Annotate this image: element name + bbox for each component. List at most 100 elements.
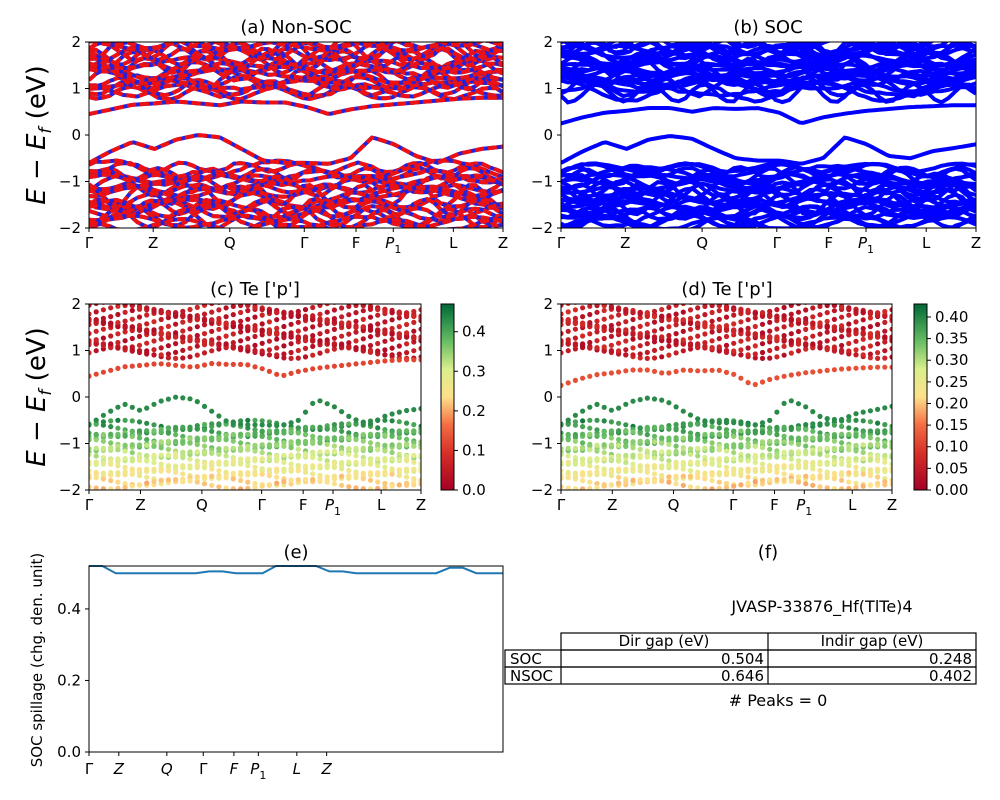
panel-d-dot [853,433,858,438]
panel-d-dot [774,375,779,380]
panel-c-dot [159,337,164,342]
panel-c-dot [151,402,156,407]
panel-d-dot [839,470,844,475]
panel-c-dot [289,420,294,425]
panel-c-dot [216,474,221,479]
panel-d-dot [875,454,880,459]
panel-d-dot [817,436,822,441]
panel-d-dot [875,365,880,370]
panel-d-dot [702,320,707,325]
panel-d-dot [810,421,815,426]
panel-c-dot [317,312,322,317]
panel-d-dot [882,356,887,361]
panel-c-dot [202,427,207,432]
panel-c-dot [173,425,178,430]
panel-c-dot [123,402,128,407]
colorbar-d-tick-label: 0.40 [935,308,968,326]
panel-d-dot [760,439,765,444]
panel-d-dot [594,372,599,377]
panel-c-dot [224,475,229,480]
colorbar-c-tick-label: 0.2 [462,402,486,420]
panel-c-dot [382,448,387,453]
panel-d-dot [796,348,801,353]
panel-d-dot [609,343,614,348]
panel-a-xtick-label: Q [224,234,236,252]
panel-d-dot [803,404,808,409]
panel-e-xtick-label: F [230,760,239,778]
panel-c-dot [404,454,409,459]
panel-d-dot [566,437,571,442]
panel-d-dot [810,429,815,434]
panel-d-dot [746,317,751,322]
panel-d-dot [774,326,779,331]
panel-d-dot [666,370,671,375]
colorbar-d-tick-label: 0.05 [935,459,968,477]
panel-d-dot [580,341,585,346]
panel-d-dot [796,449,801,454]
panel-d-dot [710,338,715,343]
panel-c-dot [231,312,236,317]
panel-c-xtick-label: P1 [325,496,341,518]
panel-c-dot [397,419,402,424]
panel-c-dot [216,316,221,321]
panel-c-dot [274,428,279,433]
panel-d-dot [580,409,585,414]
panel-d-dot [566,418,571,423]
panel-d-dot [566,453,571,458]
panel-d-dot [832,317,837,322]
panel-e-ytick-label: 0.4 [57,600,81,618]
panel-d-dot [882,405,887,410]
panel-c-dot [274,437,279,442]
panel-c-dot [310,338,315,343]
panel-d-dot [817,474,822,479]
panel-c-dot [267,423,272,428]
panel-d-dot [796,464,801,469]
panel-d-dot [602,472,607,477]
panel-c-dot [274,337,279,342]
panel-c-dot [173,335,178,340]
panel-d-dot [623,347,628,352]
panel-c-dot [151,319,156,324]
panel-d-dot [681,429,686,434]
panel-c-dot [404,474,409,479]
panel-c-dot [144,307,149,312]
panel-c-dot [144,312,149,317]
panel-c-dot [115,340,120,345]
panel-c-dot [346,436,351,441]
panel-d-dot [767,320,772,325]
panel-d-dot [753,444,758,449]
panel-c-dot [187,396,192,401]
panel-c-dot [187,346,192,351]
panel-d-dot [789,440,794,445]
panel-d-dot [832,423,837,428]
panel-c-dot [144,321,149,326]
panel-c-dot [281,467,286,472]
panel-a-xtick-label: Γ [300,234,309,252]
panel-c-dot [166,439,171,444]
panel-c-dot [397,324,402,329]
panel-d-dot [774,354,779,359]
panel-c-dot [375,456,380,461]
panel-c-dot [159,429,164,434]
panel-d-dot [825,368,830,373]
panel-d-dot [846,425,851,430]
panel-c-dot [346,414,351,419]
panel-c-dot [216,307,221,312]
panel-c-dot [224,334,229,339]
panel-d-dot [803,370,808,375]
panel-c-dot [209,329,214,334]
panel-d-dot [882,314,887,319]
gap-table-header-indir: Indir gap (eV) [821,632,924,650]
panel-d-dot [731,341,736,346]
panel-c-dot [137,473,142,478]
panel-c-dot [252,448,257,453]
panel-c-dot [130,429,135,434]
panel-c-dot [252,433,257,438]
panel-d-dot [875,356,880,361]
panel-c-dot [115,463,120,468]
panel-c-dot [332,449,337,454]
panel-c-dot [195,474,200,479]
panel-d-dot [746,481,751,486]
panel-c-dot [353,437,358,442]
panel-d-dot [659,441,664,446]
